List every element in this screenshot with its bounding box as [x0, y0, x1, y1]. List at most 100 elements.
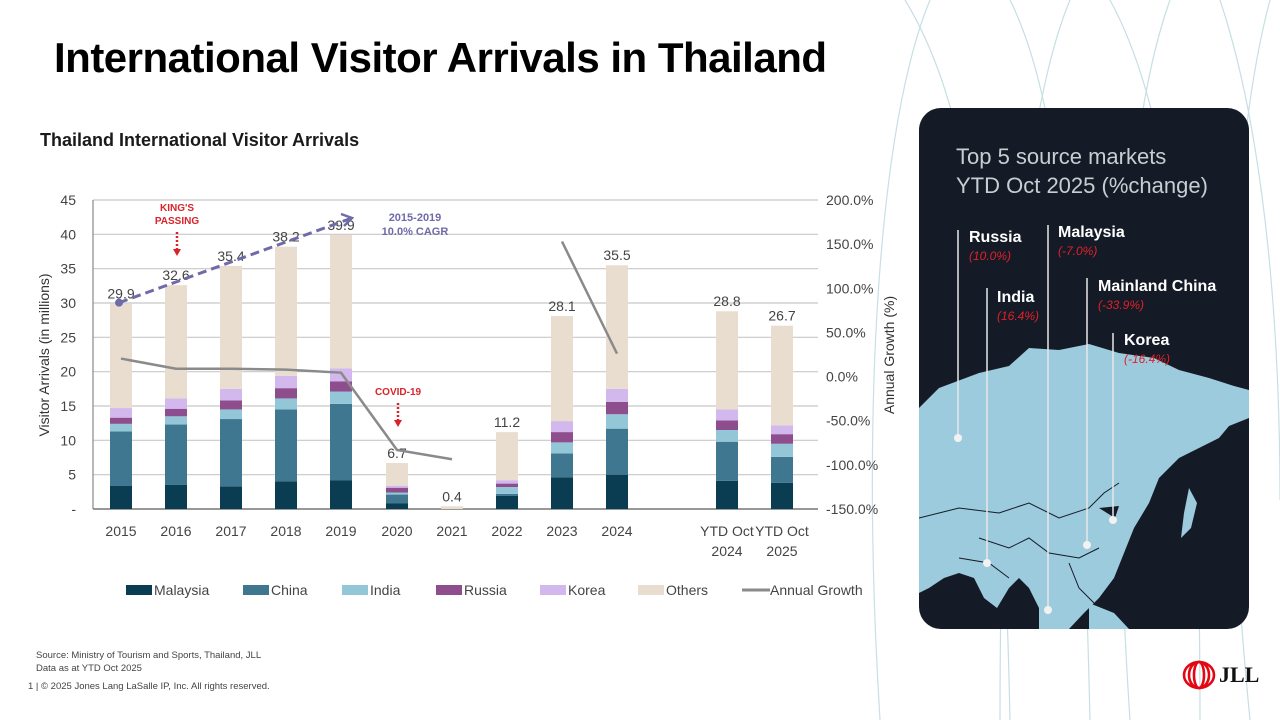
- bar-segment-russia: [110, 417, 132, 424]
- bar-total-label: 28.1: [548, 298, 575, 314]
- bar-segment-russia: [165, 408, 187, 417]
- bar-segment-malaysia: [330, 480, 352, 509]
- market-change: (-7.0%): [1058, 244, 1098, 258]
- panel-title: Top 5 source markets YTD Oct 2025 (%chan…: [956, 142, 1208, 200]
- bar-segment-india: [606, 414, 628, 429]
- market-name: Korea: [1124, 332, 1170, 349]
- market-change: (16.4%): [997, 309, 1040, 323]
- annual-growth-line: [120, 357, 453, 461]
- bar-segment-others: [716, 311, 738, 410]
- legend-label: India: [370, 582, 401, 598]
- bar-total-label: 32.6: [162, 267, 189, 283]
- source-note: Source: Ministry of Tourism and Sports, …: [36, 650, 262, 661]
- legend-label: China: [271, 582, 308, 598]
- y-tick-label: 15: [60, 398, 76, 414]
- bar-segment-others: [386, 462, 408, 486]
- bar-segment-korea: [275, 375, 297, 389]
- legend-swatch-korea: [540, 585, 566, 595]
- bar-segment-malaysia: [110, 485, 132, 509]
- bar-segment-india: [110, 423, 132, 432]
- bar-segment-china: [220, 419, 242, 487]
- legend-swatch-others: [638, 585, 664, 595]
- bar-segment-india: [716, 430, 738, 442]
- bar-segment-india: [551, 442, 573, 454]
- market-change: (-16.4%): [1124, 352, 1171, 366]
- bar-segment-korea: [220, 388, 242, 401]
- y2-tick-label: 50.0%: [826, 324, 866, 340]
- cagr-label: 2015-2019: [389, 212, 442, 224]
- bar-total-label: 11.2: [494, 414, 520, 430]
- legend-label: Russia: [464, 582, 507, 598]
- x-tick-label: 2015: [105, 523, 136, 539]
- market-name: India: [997, 289, 1035, 306]
- panel-title-line2: YTD Oct 2025 (%change): [956, 173, 1208, 198]
- x-tick-label: YTD Oct: [755, 523, 809, 539]
- y2-tick-label: -50.0%: [826, 413, 870, 429]
- bar-total-label: 0.4: [442, 488, 462, 504]
- bar-segment-others: [220, 265, 242, 389]
- x-tick-label: 2016: [160, 523, 191, 539]
- y-axis-title: Visitor Arrivals (in millions): [36, 273, 52, 436]
- bar-segment-others: [441, 506, 463, 509]
- y-tick-label: 10: [60, 432, 76, 448]
- bar-segment-malaysia: [716, 480, 738, 509]
- legend-swatch-malaysia: [126, 585, 152, 595]
- y2-tick-label: -150.0%: [826, 501, 878, 517]
- y2-tick-label: 100.0%: [826, 280, 873, 296]
- bar-total-label: 38.2: [272, 229, 299, 245]
- bar-segment-china: [771, 456, 793, 483]
- y-tick-label: 30: [60, 295, 76, 311]
- legend-label: Annual Growth: [770, 582, 863, 598]
- panel-title-line1: Top 5 source markets: [956, 144, 1167, 169]
- bar-segment-india: [220, 409, 242, 420]
- x-tick-label: 2022: [491, 523, 522, 539]
- arrow-down-icon: [173, 249, 181, 256]
- y2-tick-label: 0.0%: [826, 369, 858, 385]
- bar-segment-russia: [275, 388, 297, 399]
- bar-segment-malaysia: [771, 482, 793, 509]
- bar-total-label: 29.9: [107, 286, 134, 302]
- bar-segment-china: [386, 494, 408, 504]
- market-korea: Korea (-16.4%): [1124, 332, 1170, 366]
- copyright: 1 | © 2025 Jones Lang LaSalle IP, Inc. A…: [28, 681, 270, 692]
- asia-map: [919, 225, 1249, 629]
- bar-segment-korea: [110, 408, 132, 418]
- bar-segment-china: [330, 403, 352, 481]
- x-tick-label: 2021: [436, 523, 467, 539]
- bar-segment-russia: [716, 420, 738, 431]
- market-malaysia: Malaysia (-7.0%): [1058, 224, 1125, 258]
- x-tick-label: 2024: [601, 523, 632, 539]
- y-tick-label: 40: [60, 226, 76, 242]
- x-tick-label: 2019: [325, 523, 356, 539]
- legend-swatch-china: [243, 585, 269, 595]
- bar-segment-korea: [496, 480, 518, 484]
- y-tick-label: 25: [60, 329, 76, 345]
- bar-segment-others: [551, 316, 573, 422]
- bar-segment-russia: [220, 400, 242, 410]
- bar-segment-india: [165, 416, 187, 425]
- bar-segment-malaysia: [496, 495, 518, 509]
- bar-segment-malaysia: [220, 486, 242, 509]
- bar-segment-china: [165, 424, 187, 485]
- bar-segment-malaysia: [551, 477, 573, 509]
- y2-tick-label: -100.0%: [826, 457, 878, 473]
- bar-segment-china: [496, 493, 518, 496]
- x-tick-label: 2020: [381, 523, 412, 539]
- market-name: Mainland China: [1098, 278, 1217, 295]
- bar-segment-others: [275, 246, 297, 376]
- bar-segment-india: [275, 398, 297, 410]
- bar-segment-others: [110, 303, 132, 409]
- bar-segment-china: [606, 428, 628, 475]
- market-russia: Russia (10.0%): [969, 229, 1021, 263]
- bar-segment-india: [330, 391, 352, 404]
- x-tick-label: 2017: [215, 523, 246, 539]
- stacked-bar-chart: -51015202530354045-150.0%-100.0%-50.0%0.…: [36, 192, 897, 598]
- x-tick-label: 2023: [546, 523, 577, 539]
- bar-segment-russia: [330, 381, 352, 392]
- annotation-label: COVID-19: [375, 387, 422, 398]
- bar-segment-malaysia: [386, 503, 408, 509]
- bar-segment-russia: [386, 487, 408, 493]
- bar-total-label: 35.5: [603, 247, 630, 263]
- jll-wordmark: JLL: [1219, 662, 1260, 687]
- bar-total-label: 28.8: [713, 293, 740, 309]
